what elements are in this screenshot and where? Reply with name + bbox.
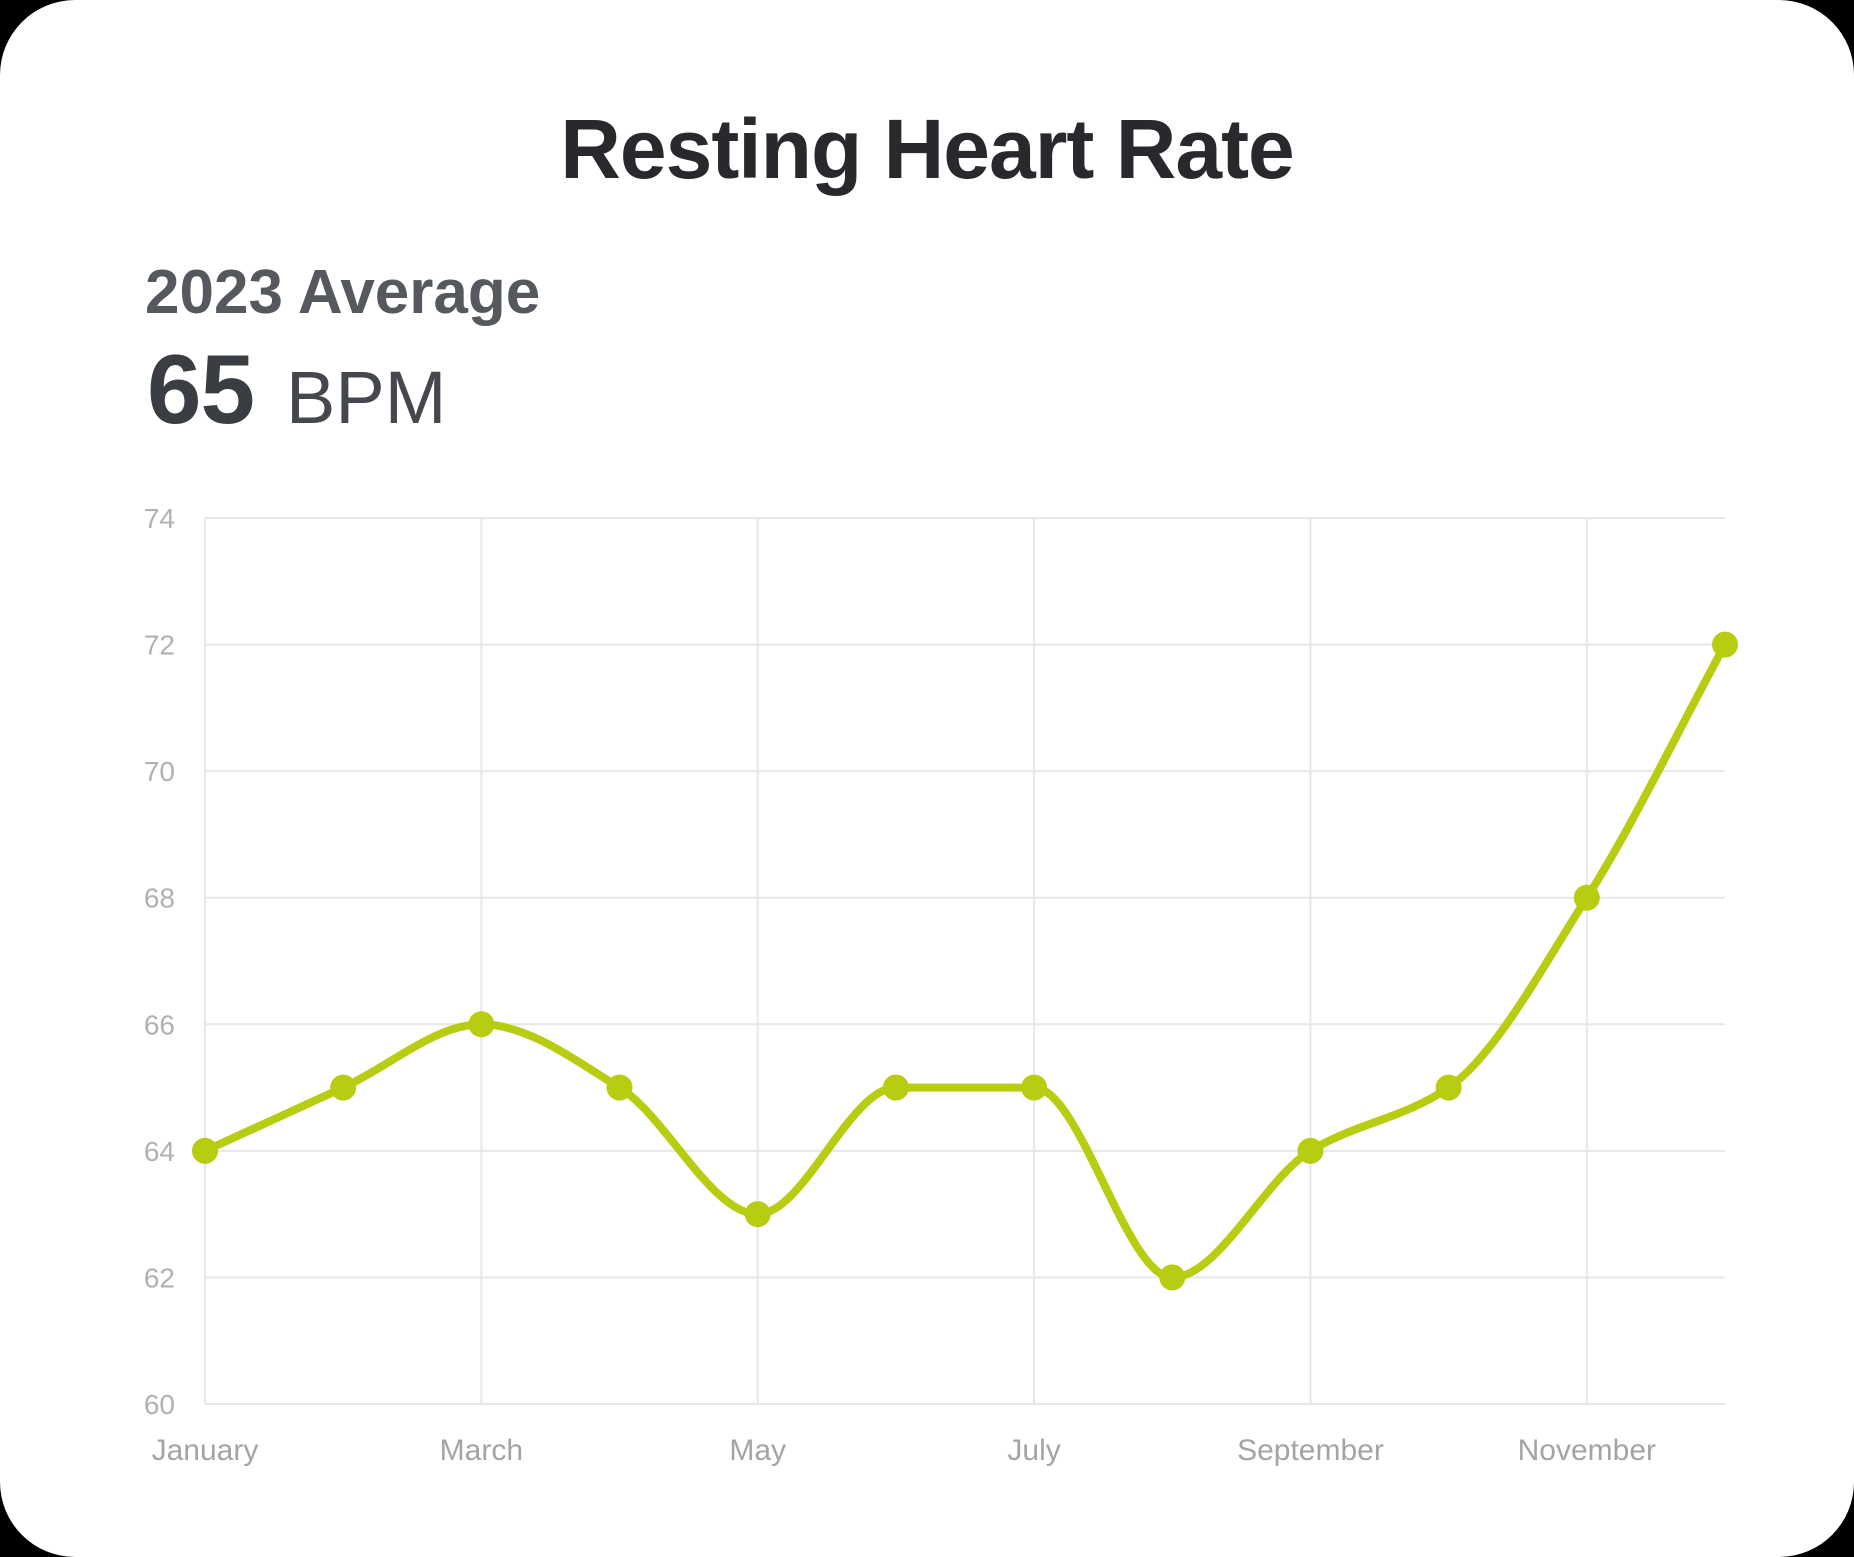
stat-label: 2023 Average: [145, 258, 541, 327]
y-axis-tick-label: 72: [144, 630, 175, 661]
data-point: [1021, 1074, 1048, 1101]
y-axis-tick-label: 64: [144, 1136, 175, 1167]
data-point: [1435, 1074, 1462, 1101]
data-point: [330, 1074, 357, 1101]
stat-unit: BPM: [286, 356, 447, 439]
stat-value: 65: [147, 334, 255, 444]
data-point: [606, 1074, 633, 1101]
y-axis-tick-label: 62: [144, 1262, 175, 1293]
data-point: [1297, 1137, 1324, 1164]
y-axis-tick-label: 66: [144, 1009, 175, 1040]
y-axis-tick-label: 74: [144, 503, 175, 534]
data-point: [1159, 1264, 1186, 1291]
data-point: [882, 1074, 909, 1101]
data-point: [1712, 631, 1738, 658]
data-point: [744, 1201, 771, 1228]
stat-value-row: 65 BPM: [147, 340, 540, 438]
x-axis-tick-label: May: [729, 1434, 786, 1467]
x-axis-tick-label: January: [152, 1434, 259, 1467]
x-axis-tick-label: September: [1237, 1434, 1384, 1467]
average-stat-block: 2023 Average 65 BPM: [145, 258, 541, 439]
y-axis-tick-label: 60: [144, 1389, 175, 1420]
x-axis-tick-label: March: [440, 1434, 523, 1467]
heart-rate-line: [201, 640, 1729, 1282]
x-axis-tick-label: July: [1007, 1434, 1060, 1467]
page-title: Resting Heart Rate: [560, 102, 1295, 196]
data-point: [192, 1137, 218, 1164]
y-axis-tick-label: 68: [144, 883, 175, 914]
y-axis-tick-label: 70: [144, 756, 175, 787]
data-point: [468, 1011, 495, 1038]
x-axis-tick-label: November: [1518, 1434, 1656, 1467]
data-point: [1573, 884, 1600, 911]
